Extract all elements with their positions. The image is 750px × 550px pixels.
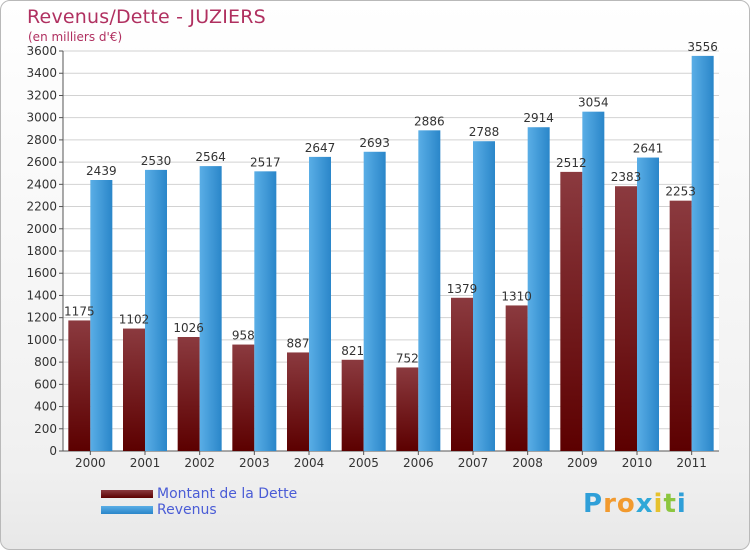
- y-tick-label: 3000: [26, 111, 57, 125]
- y-tick-label: 200: [34, 422, 57, 436]
- y-tick-label: 0: [49, 444, 57, 458]
- x-tick-label: 2007: [458, 456, 489, 470]
- bar-value-label: 821: [341, 344, 364, 358]
- bar-value-label: 1102: [119, 313, 150, 327]
- bar-revenus: [145, 169, 167, 451]
- bar-value-label: 2886: [414, 114, 445, 128]
- bar-dette: [123, 328, 145, 451]
- legend-label-dette: Montant de la Dette: [157, 486, 298, 502]
- y-tick-label: 1800: [26, 244, 57, 258]
- y-tick-label: 3400: [26, 66, 57, 80]
- legend-swatch-dette: [101, 490, 153, 498]
- logo-letter: r: [603, 489, 617, 519]
- bar-value-label: 2383: [611, 170, 642, 184]
- bar-value-label: 2788: [469, 125, 500, 139]
- bar-revenus: [90, 180, 113, 451]
- bar-dette: [341, 359, 364, 451]
- bar-revenus: [199, 166, 222, 451]
- bar-dette: [505, 305, 528, 451]
- x-tick-label: 2004: [294, 456, 325, 470]
- x-tick-label: 2003: [239, 456, 270, 470]
- bar-value-label: 958: [232, 329, 255, 343]
- x-tick-label: 2009: [567, 456, 598, 470]
- bar-value-label: 2512: [556, 156, 587, 170]
- legend-item-dette: Montant de la Dette: [101, 486, 297, 502]
- bar-value-label: 1175: [64, 304, 95, 318]
- bar-dette: [560, 171, 583, 451]
- bar-dette: [177, 337, 200, 451]
- y-tick-label: 600: [34, 377, 57, 391]
- y-tick-label: 800: [34, 355, 57, 369]
- bar-dette: [396, 367, 419, 451]
- x-tick-label: 2010: [622, 456, 653, 470]
- x-tick-label: 2000: [75, 456, 106, 470]
- legend-item-revenus: Revenus: [101, 502, 297, 518]
- bar-revenus: [691, 55, 714, 452]
- bar-value-label: 752: [396, 351, 419, 365]
- bar-value-label: 2914: [523, 111, 554, 125]
- bar-dette: [287, 352, 309, 451]
- bar-value-label: 2517: [250, 155, 281, 169]
- bar-value-label: 2530: [141, 154, 172, 168]
- chart-subtitle: (en milliers d'€): [28, 30, 123, 44]
- y-tick-label: 1400: [26, 288, 57, 302]
- bar-value-label: 2564: [195, 150, 226, 164]
- bar-revenus: [309, 156, 331, 451]
- y-tick-label: 3600: [26, 44, 57, 58]
- x-tick-label: 2006: [403, 456, 434, 470]
- bar-value-label: 1379: [447, 282, 478, 296]
- x-tick-label: 2008: [512, 456, 543, 470]
- bar-revenus: [363, 151, 386, 451]
- x-tick-label: 2011: [676, 456, 707, 470]
- bar-value-label: 3556: [687, 40, 718, 54]
- y-tick-label: 2000: [26, 222, 57, 236]
- y-tick-label: 2400: [26, 177, 57, 191]
- bar-dette: [68, 320, 91, 451]
- y-tick-label: 1000: [26, 333, 57, 347]
- bar-revenus: [254, 171, 277, 452]
- bar-dette: [615, 186, 637, 451]
- bar-dette: [669, 200, 692, 451]
- legend-label-revenus: Revenus: [157, 502, 217, 518]
- logo-letter: i: [653, 489, 664, 519]
- bar-value-label: 2693: [359, 136, 390, 150]
- x-tick-label: 2001: [130, 456, 161, 470]
- bar-value-label: 887: [287, 336, 310, 350]
- x-tick-label: 2005: [348, 456, 379, 470]
- chart-legend: Montant de la Dette Revenus: [101, 486, 297, 518]
- bar-dette: [451, 297, 473, 451]
- logo-letter: t: [663, 489, 677, 519]
- y-tick-label: 1200: [26, 311, 57, 325]
- bar-value-label: 2641: [633, 142, 664, 156]
- bar-dette: [232, 344, 255, 451]
- bar-revenus: [637, 157, 659, 452]
- bar-revenus: [527, 127, 550, 451]
- bar-value-label: 1310: [501, 289, 532, 303]
- y-tick-label: 1600: [26, 266, 57, 280]
- bar-value-label: 2647: [305, 141, 336, 155]
- y-tick-label: 400: [34, 400, 57, 414]
- legend-swatch-revenus: [101, 506, 153, 514]
- bar-revenus: [473, 141, 495, 451]
- logo-letter: i: [676, 489, 687, 519]
- bar-value-label: 3054: [578, 96, 609, 110]
- logo-letter: x: [635, 489, 654, 519]
- logo-letter: P: [583, 489, 604, 519]
- x-tick-label: 2002: [184, 456, 215, 470]
- logo-letter: o: [616, 489, 636, 519]
- bar-value-label: 2439: [86, 164, 117, 178]
- chart-title: Revenus/Dette - JUZIERS: [27, 6, 266, 28]
- bar-revenus: [418, 130, 441, 452]
- bar-value-label: 2253: [665, 185, 696, 199]
- y-tick-label: 2800: [26, 133, 57, 147]
- bar-value-label: 1026: [173, 321, 204, 335]
- y-tick-label: 2600: [26, 155, 57, 169]
- proxiti-logo: Proxiti: [583, 489, 687, 519]
- bar-revenus: [582, 111, 605, 452]
- y-tick-label: 3200: [26, 88, 57, 102]
- y-tick-label: 2200: [26, 200, 57, 214]
